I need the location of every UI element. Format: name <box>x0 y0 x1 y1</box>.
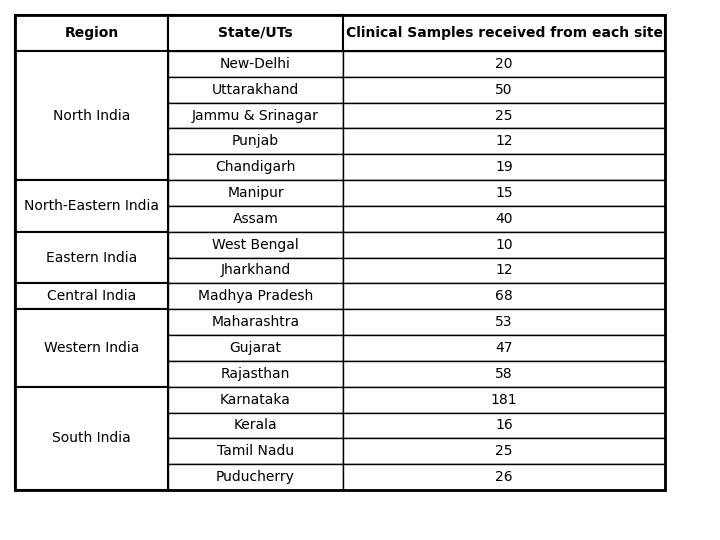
Bar <box>15 15 665 490</box>
Bar <box>168 284 343 309</box>
Text: Assam: Assam <box>233 212 279 226</box>
Text: Eastern India: Eastern India <box>46 251 137 265</box>
Bar <box>343 180 665 206</box>
Text: Kerala: Kerala <box>234 418 277 433</box>
Bar <box>15 15 168 51</box>
Text: Gujarat: Gujarat <box>230 341 282 355</box>
Text: Madhya Pradesh: Madhya Pradesh <box>198 289 313 303</box>
Text: Clinical Samples received from each site: Clinical Samples received from each site <box>346 26 662 40</box>
Bar <box>15 51 168 180</box>
Text: Region: Region <box>64 26 119 40</box>
Text: West Bengal: West Bengal <box>212 238 299 252</box>
Bar <box>343 51 665 77</box>
Bar <box>15 232 168 284</box>
Text: 12: 12 <box>495 264 513 278</box>
Bar <box>168 309 343 335</box>
Bar <box>15 387 168 490</box>
Bar <box>343 387 665 413</box>
Text: Maharashtra: Maharashtra <box>212 315 300 329</box>
Text: New-Delhi: New-Delhi <box>220 57 291 71</box>
Bar <box>168 361 343 387</box>
Bar <box>168 77 343 103</box>
Bar <box>343 77 665 103</box>
Text: Rajasthan: Rajasthan <box>221 367 290 381</box>
Bar <box>168 129 343 154</box>
Text: Punjab: Punjab <box>232 134 279 149</box>
Text: 58: 58 <box>495 367 513 381</box>
Bar <box>343 15 665 51</box>
Bar <box>168 180 343 206</box>
Bar <box>168 387 343 413</box>
Text: 20: 20 <box>495 57 513 71</box>
Text: 181: 181 <box>491 393 518 407</box>
Bar <box>168 258 343 284</box>
Bar <box>343 284 665 309</box>
Text: Western India: Western India <box>44 341 139 355</box>
Text: 25: 25 <box>495 444 513 458</box>
Text: 19: 19 <box>495 160 513 174</box>
Bar <box>168 15 343 51</box>
Text: Karnataka: Karnataka <box>220 393 291 407</box>
Text: Jammu & Srinagar: Jammu & Srinagar <box>192 109 319 123</box>
Bar <box>343 232 665 258</box>
Bar <box>168 103 343 129</box>
Bar <box>343 464 665 490</box>
Bar <box>343 129 665 154</box>
Text: 68: 68 <box>495 289 513 303</box>
Text: 16: 16 <box>495 418 513 433</box>
Text: 47: 47 <box>495 341 513 355</box>
Bar <box>168 335 343 361</box>
Bar <box>343 413 665 438</box>
Bar <box>343 258 665 284</box>
Bar <box>15 180 168 232</box>
Bar <box>168 154 343 180</box>
Bar <box>343 361 665 387</box>
Bar <box>15 284 168 309</box>
Bar <box>168 206 343 232</box>
Text: Tamil Nadu: Tamil Nadu <box>217 444 294 458</box>
Bar <box>15 309 168 387</box>
Bar <box>168 464 343 490</box>
Text: Jharkhand: Jharkhand <box>220 264 291 278</box>
Text: 25: 25 <box>495 109 513 123</box>
Bar <box>168 413 343 438</box>
Text: South India: South India <box>52 431 131 446</box>
Bar <box>168 232 343 258</box>
Text: Uttarakhand: Uttarakhand <box>212 83 299 97</box>
Text: 12: 12 <box>495 134 513 149</box>
Text: 50: 50 <box>495 83 513 97</box>
Text: Manipur: Manipur <box>228 186 284 200</box>
Text: Puducherry: Puducherry <box>216 470 295 484</box>
Bar <box>343 438 665 464</box>
Text: 53: 53 <box>495 315 513 329</box>
Text: 40: 40 <box>495 212 513 226</box>
Text: 26: 26 <box>495 470 513 484</box>
Bar <box>168 51 343 77</box>
Text: North India: North India <box>53 109 130 123</box>
Text: North-Eastern India: North-Eastern India <box>24 199 159 213</box>
Text: 10: 10 <box>495 238 513 252</box>
Bar <box>343 154 665 180</box>
Bar <box>168 438 343 464</box>
Bar <box>343 103 665 129</box>
Bar <box>343 335 665 361</box>
Bar <box>343 309 665 335</box>
Text: Central India: Central India <box>47 289 136 303</box>
Bar <box>343 206 665 232</box>
Text: Chandigarh: Chandigarh <box>215 160 296 174</box>
Text: State/UTs: State/UTs <box>218 26 293 40</box>
Text: 15: 15 <box>495 186 513 200</box>
